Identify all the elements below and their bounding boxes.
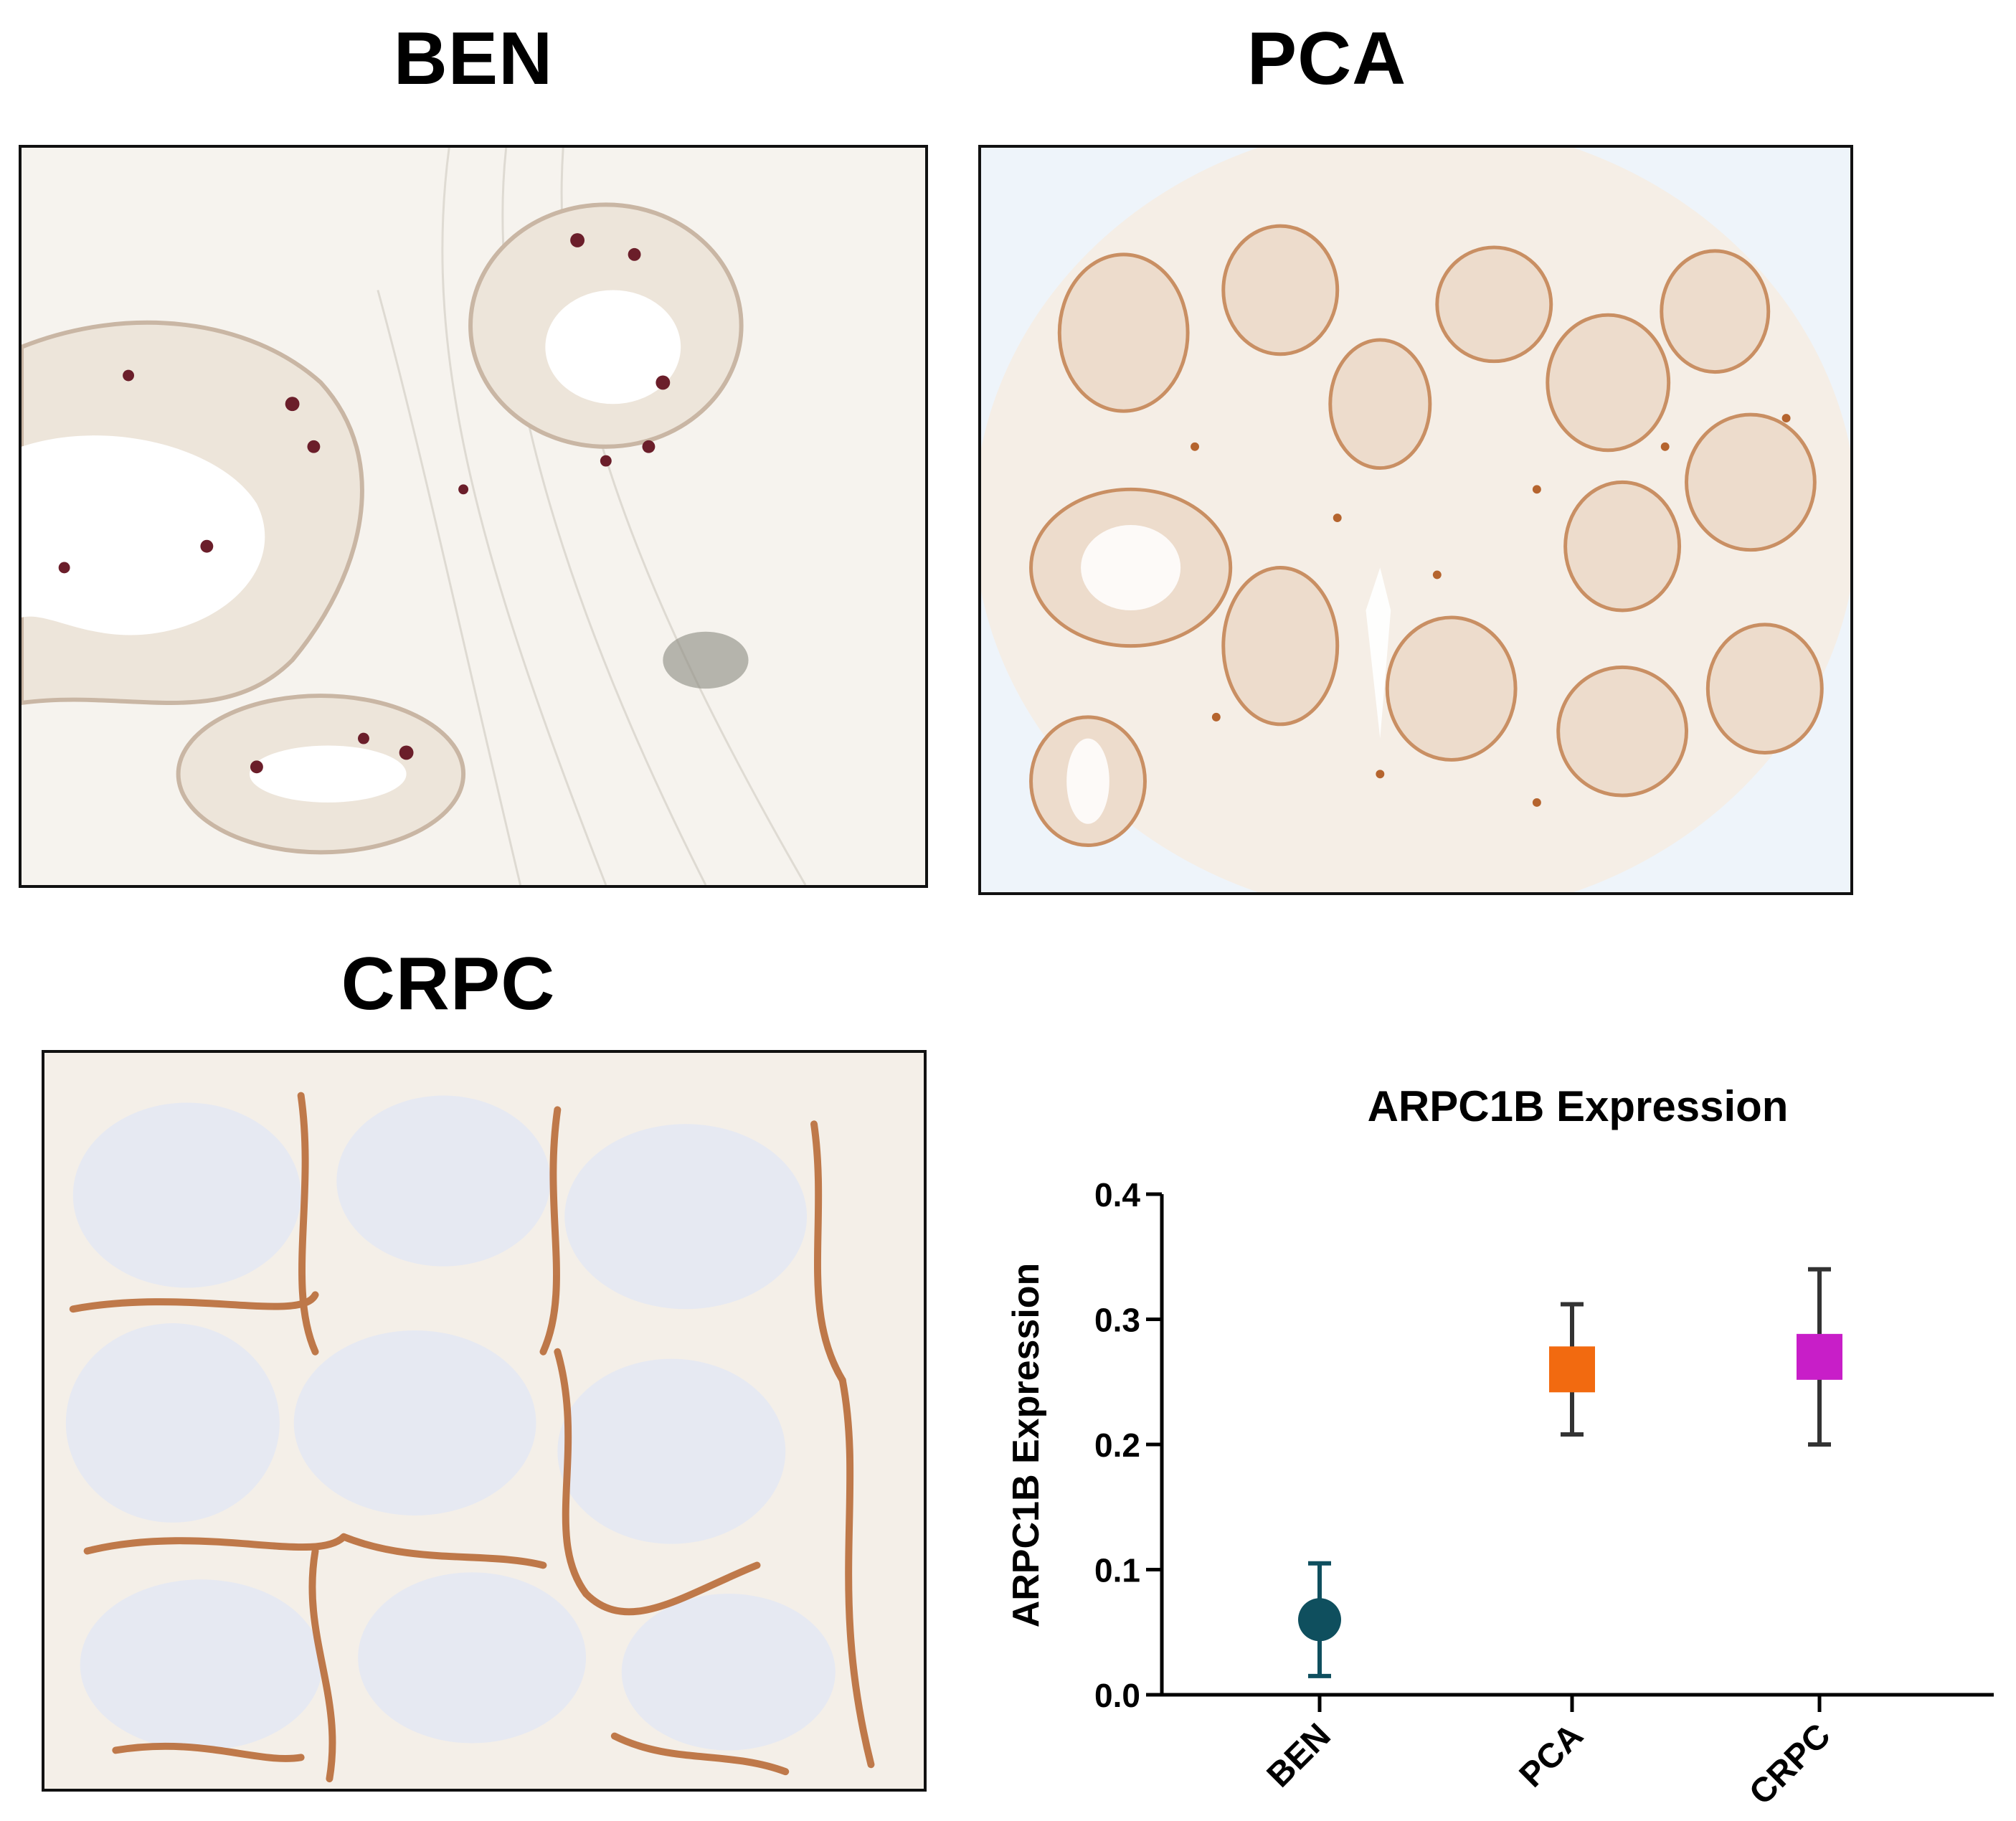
x-tick-label: PCA	[1513, 1716, 1591, 1794]
data-point-pca	[1549, 1346, 1595, 1393]
y-axis-label: ARPC1B Expression	[1005, 1263, 1047, 1628]
x-tick-label: CRPC	[1742, 1716, 1838, 1812]
panel-title-ben: BEN	[393, 17, 554, 100]
y-tick-label: 0.0	[1094, 1677, 1140, 1714]
micrograph-pca	[978, 145, 1853, 895]
y-tick-label: 0.3	[1094, 1302, 1140, 1339]
y-tick-label: 0.1	[1094, 1552, 1140, 1589]
chart-marks	[1298, 1267, 1842, 1678]
chart-title: ARPC1B Expression	[1368, 1082, 1789, 1130]
y-tick-label: 0.4	[1094, 1176, 1140, 1214]
x-tick-label: BEN	[1260, 1716, 1338, 1794]
panel-title-crpc: CRPC	[341, 942, 556, 1026]
panel-title-pca: PCA	[1246, 17, 1407, 100]
chart-canvas: ARPC1B Expression ARPC1B Expression 0.00…	[1005, 1082, 1994, 1812]
micrograph-ben-image	[22, 148, 925, 885]
micrograph-ben	[19, 145, 928, 888]
micrograph-crpc	[42, 1050, 927, 1792]
data-point-crpc	[1797, 1333, 1842, 1380]
data-point-ben	[1298, 1598, 1341, 1642]
chart-axes: 0.0 0.1 0.2 0.3 0.4 BEN PCA CRPC	[1094, 1176, 1994, 1812]
arpc1b-expression-chart: ARPC1B Expression ARPC1B Expression 0.0 0…	[990, 1061, 2016, 1817]
micrograph-crpc-image	[44, 1053, 924, 1789]
y-tick-label: 0.2	[1094, 1427, 1140, 1464]
micrograph-pca-image	[981, 148, 1850, 892]
